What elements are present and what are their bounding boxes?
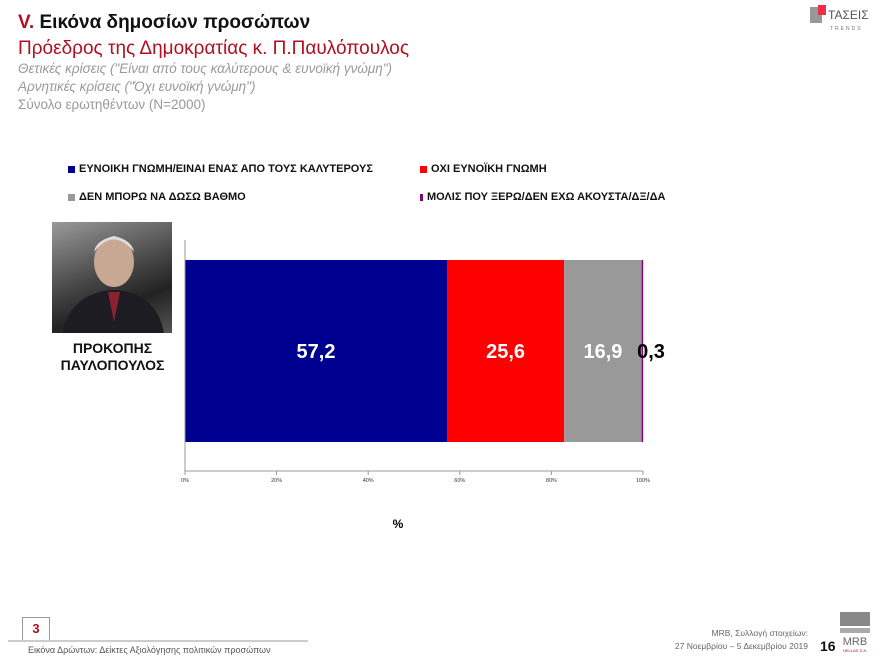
name-line: ΠΡΟΚΟΠΗΣ <box>72 340 153 356</box>
x-tick-label: 60% <box>454 478 465 484</box>
data-label: 0,3 <box>637 341 665 363</box>
section-number: V. <box>18 12 35 33</box>
data-label: 16,9 <box>583 341 622 363</box>
legend-item-dont-know: ΜΟΛΙΣ ΠΟΥ ΞΕΡΩ/ΔΕΝ ΕΧΩ ΑΚΟΥΣΤΑ/ΔΞ/ΔΑ <box>420 191 665 203</box>
bar-segment-3 <box>564 260 642 442</box>
mrb-logo: MRB HELLAS S.A. <box>840 612 870 659</box>
data-label: 25,6 <box>486 341 525 363</box>
svg-text:MRB: MRB <box>843 636 867 648</box>
x-tick-label: 0% <box>181 478 189 484</box>
name-line: ΠΑΥΛΟΠΟΥΛΟΣ <box>60 357 165 373</box>
footer-source: MRB, Συλλογή στοιχείων: 27 Νοεμβρίου – 5 … <box>675 627 808 653</box>
category-label: ΠΡΟΚΟΠΗΣ ΠΑΥΛΟΠΟΥΛΟΣ <box>40 340 185 374</box>
legend-label: ΔΕΝ ΜΠΟΡΩ ΝΑ ΔΩΣΩ ΒΑΘΜΟ <box>79 191 246 203</box>
x-tick-label: 20% <box>271 478 282 484</box>
legend-label: ΟΧΙ ΕΥΝΟΪΚΗ ΓΝΩΜΗ <box>431 163 547 175</box>
x-axis-label: % <box>393 517 404 531</box>
dates-line: 27 Νοεμβρίου – 5 Δεκεμβρίου 2019 <box>674 641 808 651</box>
source-line: MRB, Συλλογή στοιχείων: <box>711 628 808 638</box>
x-tick-label: 100% <box>636 478 650 484</box>
note-sample: Σύνολο ερωτηθέντων (N=2000) <box>18 97 206 112</box>
bar-segment-2 <box>446 260 565 442</box>
legend-label: ΜΟΛΙΣ ΠΟΥ ΞΕΡΩ/ΔΕΝ ΕΧΩ ΑΚΟΥΣΤΑ/ΔΞ/ΔΑ <box>427 191 666 203</box>
taseis-logo: ΤΑΣΕΙΣ TRENDS <box>808 4 878 39</box>
x-tick-label: 40% <box>363 478 374 484</box>
title-text: Εικόνα δημοσίων προσώπων <box>39 12 311 33</box>
page-title: V. Εικόνα δημοσίων προσώπων <box>18 12 310 34</box>
note-negative: Αρνητικές κρίσεις ("Όχι ευνοϊκή γνώμη") <box>18 79 256 94</box>
legend-item-favorable: ΕΥΝΟΙΚΗ ΓΝΩΜΗ/ΕΙΝΑΙ ΕΝΑΣ ΑΠΟ ΤΟΥΣ ΚΑΛΥΤΕ… <box>68 163 373 175</box>
page-number: 16 <box>820 638 836 654</box>
bar-segment-4 <box>641 260 644 442</box>
legend-item-unfavorable: ΟΧΙ ΕΥΝΟΪΚΗ ΓΝΩΜΗ <box>420 163 547 175</box>
legend-swatch <box>68 193 75 201</box>
footer-left-text: Εικόνα Δρώντων: Δείκτες Αξιολόγησης πολι… <box>28 645 271 655</box>
data-label: 57,2 <box>297 341 336 363</box>
bar-segment-1 <box>185 260 447 442</box>
svg-text:HELLAS S.A.: HELLAS S.A. <box>843 648 867 653</box>
legend-item-cannot-rate: ΔΕΝ ΜΠΟΡΩ ΝΑ ΔΩΣΩ ΒΑΘΜΟ <box>68 191 246 203</box>
legend-swatch <box>420 165 427 173</box>
legend-label: ΕΥΝΟΙΚΗ ΓΝΩΜΗ/ΕΙΝΑΙ ΕΝΑΣ ΑΠΟ ΤΟΥΣ ΚΑΛΥΤΕ… <box>79 163 373 175</box>
person-photo <box>52 222 172 333</box>
footer-divider <box>8 640 308 642</box>
section-box: 3 <box>22 617 50 641</box>
legend-swatch <box>68 165 75 173</box>
x-tick-label: 80% <box>546 478 557 484</box>
svg-text:TRENDS: TRENDS <box>830 26 863 32</box>
page-subtitle: Πρόεδρος της Δημοκρατίας κ. Π.Παυλόπουλο… <box>18 38 410 59</box>
svg-text:ΤΑΣΕΙΣ: ΤΑΣΕΙΣ <box>828 8 869 22</box>
stacked-bar-chart: 57,2 25,6 16,9 0,3 0% 20% 40% 60% 80% 100% % <box>181 240 665 531</box>
legend-swatch <box>420 193 423 201</box>
note-positive: Θετικές κρίσεις ("Είναι από τους καλύτερ… <box>18 61 393 76</box>
